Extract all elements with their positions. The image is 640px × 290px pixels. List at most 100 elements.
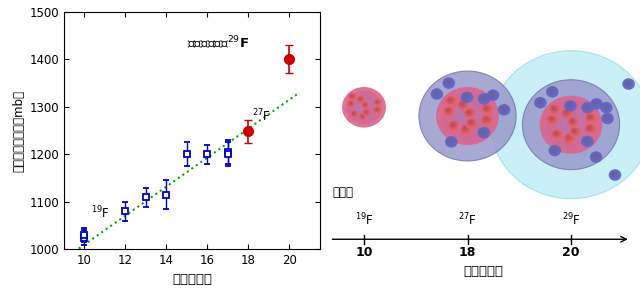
Circle shape xyxy=(609,169,621,181)
Circle shape xyxy=(481,130,485,134)
Text: $^{27}$F: $^{27}$F xyxy=(252,108,271,125)
Text: 安定核: 安定核 xyxy=(333,186,354,199)
Circle shape xyxy=(447,120,460,131)
Circle shape xyxy=(586,124,595,132)
Circle shape xyxy=(551,106,556,111)
Circle shape xyxy=(591,99,600,108)
Circle shape xyxy=(612,172,616,176)
Circle shape xyxy=(444,79,452,87)
Circle shape xyxy=(354,98,374,117)
Circle shape xyxy=(358,96,364,102)
Text: $^{19}$F: $^{19}$F xyxy=(91,204,109,221)
Circle shape xyxy=(603,104,608,109)
Circle shape xyxy=(588,115,593,119)
Circle shape xyxy=(548,104,561,115)
Circle shape xyxy=(561,108,573,119)
Circle shape xyxy=(568,117,577,125)
Circle shape xyxy=(602,103,610,111)
Text: 中性子の数: 中性子の数 xyxy=(463,265,503,278)
Circle shape xyxy=(483,104,492,113)
Circle shape xyxy=(358,97,362,100)
Text: 20: 20 xyxy=(563,246,580,260)
Circle shape xyxy=(481,103,493,115)
Circle shape xyxy=(460,124,472,135)
Circle shape xyxy=(551,147,556,152)
Circle shape xyxy=(449,121,458,129)
Y-axis label: 相互作用断面積（mb）: 相互作用断面積（mb） xyxy=(12,90,25,171)
Circle shape xyxy=(550,105,559,113)
Circle shape xyxy=(442,92,493,140)
Circle shape xyxy=(548,115,556,124)
Circle shape xyxy=(584,138,589,143)
Text: 今回測定した$^{29}$F: 今回測定した$^{29}$F xyxy=(186,34,249,51)
Circle shape xyxy=(563,132,575,144)
Circle shape xyxy=(360,114,365,119)
Circle shape xyxy=(419,71,516,161)
Circle shape xyxy=(572,128,577,133)
Circle shape xyxy=(460,102,465,106)
Circle shape xyxy=(349,93,355,99)
Circle shape xyxy=(477,127,490,139)
Circle shape xyxy=(498,104,510,116)
Circle shape xyxy=(522,80,620,170)
Circle shape xyxy=(583,103,591,111)
Circle shape xyxy=(479,95,488,103)
Circle shape xyxy=(450,122,455,127)
Circle shape xyxy=(584,104,589,109)
Circle shape xyxy=(622,78,635,90)
Circle shape xyxy=(551,106,591,143)
Circle shape xyxy=(536,98,544,106)
Circle shape xyxy=(570,127,579,135)
Circle shape xyxy=(593,101,598,105)
Circle shape xyxy=(374,98,382,106)
Circle shape xyxy=(586,113,595,121)
Circle shape xyxy=(465,117,478,129)
Circle shape xyxy=(483,117,488,122)
Circle shape xyxy=(540,96,602,154)
Circle shape xyxy=(349,102,352,105)
Circle shape xyxy=(603,114,611,122)
Circle shape xyxy=(360,115,364,118)
Circle shape xyxy=(468,120,473,124)
Circle shape xyxy=(550,146,559,154)
Circle shape xyxy=(488,91,497,99)
Circle shape xyxy=(458,100,467,108)
Circle shape xyxy=(584,112,597,124)
Circle shape xyxy=(365,110,368,113)
Circle shape xyxy=(459,108,476,124)
Circle shape xyxy=(461,92,473,103)
X-axis label: 中性子の数: 中性子の数 xyxy=(172,273,212,286)
Circle shape xyxy=(564,100,577,112)
Circle shape xyxy=(362,108,371,116)
Circle shape xyxy=(566,102,574,110)
Circle shape xyxy=(590,98,603,110)
Circle shape xyxy=(549,88,554,93)
Circle shape xyxy=(581,102,594,113)
Circle shape xyxy=(361,101,370,109)
Circle shape xyxy=(534,97,547,108)
Circle shape xyxy=(348,101,354,106)
Circle shape xyxy=(447,97,452,102)
Circle shape xyxy=(453,103,482,129)
Circle shape xyxy=(581,136,593,147)
Circle shape xyxy=(491,51,640,199)
Circle shape xyxy=(548,145,561,156)
Circle shape xyxy=(445,108,451,113)
Circle shape xyxy=(463,107,476,119)
Circle shape xyxy=(567,116,579,128)
Circle shape xyxy=(351,111,357,117)
Circle shape xyxy=(547,87,556,95)
Circle shape xyxy=(350,94,378,120)
Circle shape xyxy=(625,81,630,86)
Circle shape xyxy=(447,97,488,135)
Circle shape xyxy=(446,96,455,104)
Circle shape xyxy=(557,111,586,138)
Circle shape xyxy=(457,99,470,110)
Circle shape xyxy=(467,119,476,127)
Circle shape xyxy=(570,119,575,123)
Circle shape xyxy=(466,110,471,115)
Circle shape xyxy=(364,109,370,115)
Circle shape xyxy=(482,115,491,124)
Circle shape xyxy=(567,103,572,108)
Circle shape xyxy=(433,91,438,95)
